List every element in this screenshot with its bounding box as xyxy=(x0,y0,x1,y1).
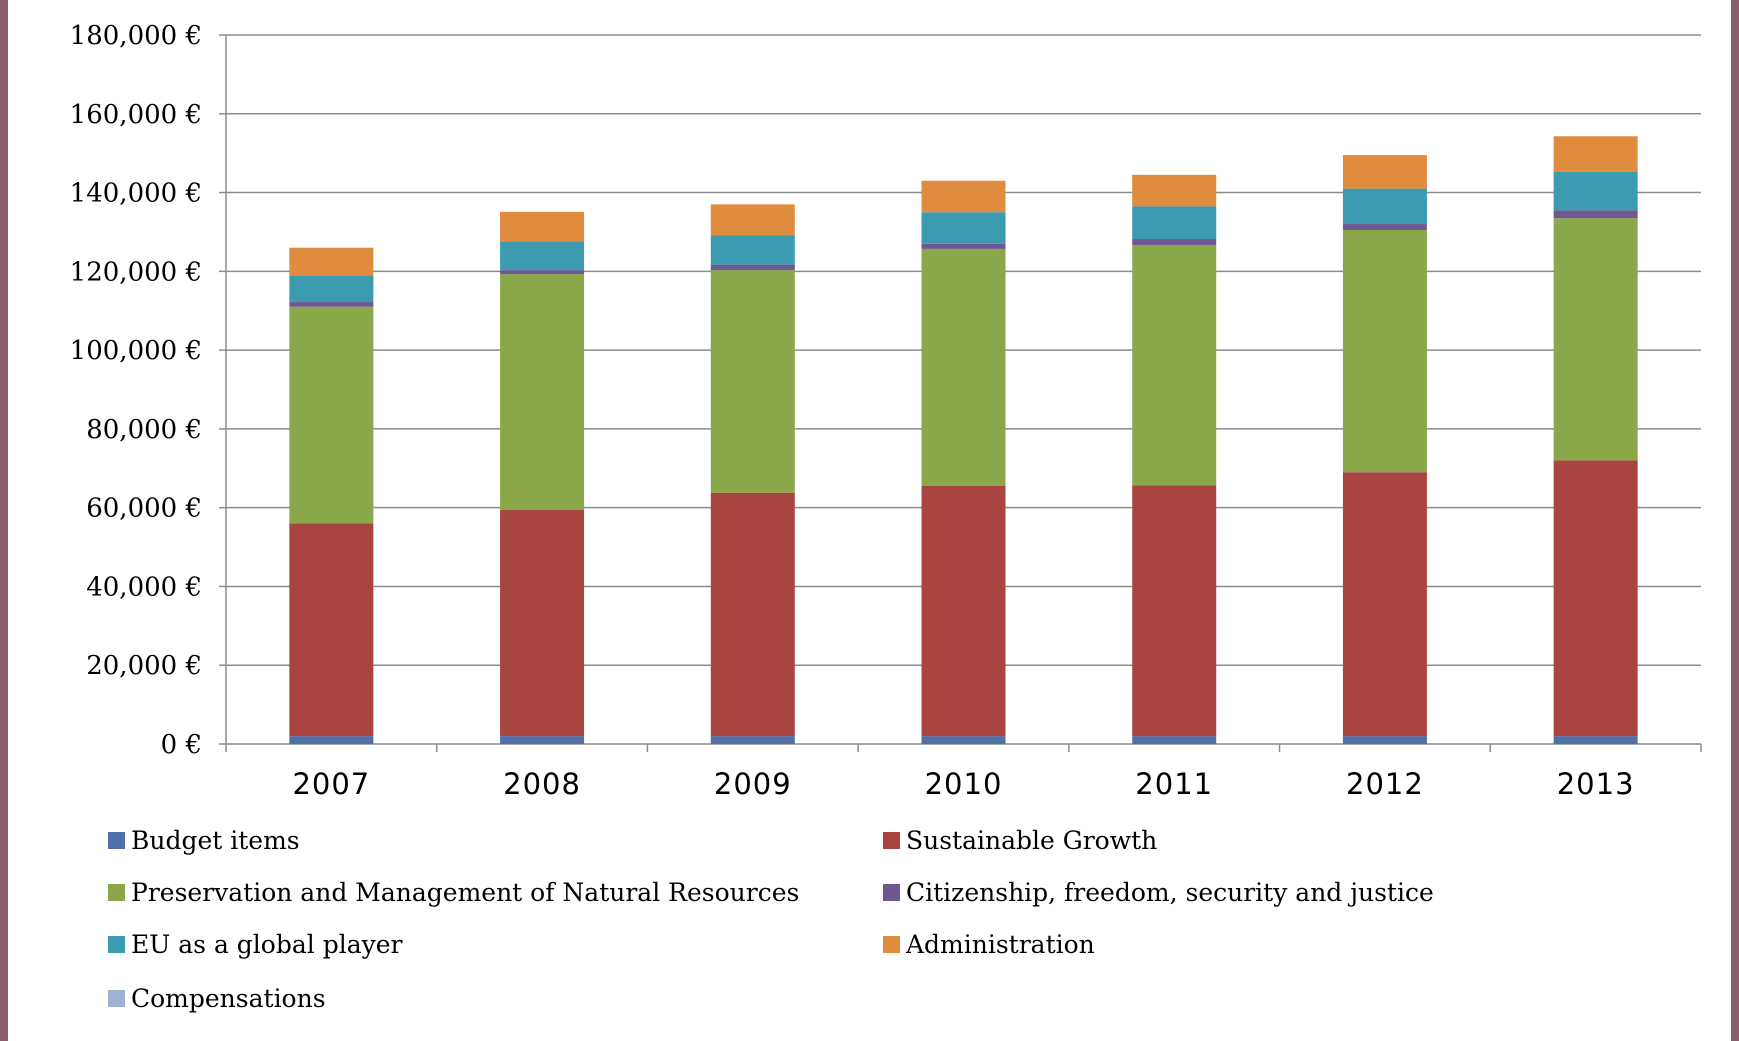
bar-segment xyxy=(1132,174,1217,207)
bar-segment xyxy=(710,204,795,236)
legend-label: EU as a global player xyxy=(131,930,403,959)
bar-segment xyxy=(1342,472,1427,737)
legend-swatch xyxy=(883,884,900,901)
legend-item: Preservation and Management of Natural R… xyxy=(108,878,799,907)
bar-segment xyxy=(1342,224,1427,230)
y-tick-label: 120,000 € xyxy=(70,257,202,287)
bar-segment xyxy=(1132,206,1217,240)
y-tick-label: 0 € xyxy=(161,730,202,760)
bar-segment xyxy=(921,486,1006,737)
bar-segment xyxy=(500,274,585,510)
legend-swatch xyxy=(108,936,125,953)
legend-swatch xyxy=(108,832,125,849)
bar-segment xyxy=(710,492,795,737)
bar-segment xyxy=(289,302,374,307)
x-tick-label: 2008 xyxy=(503,767,581,801)
bar-segment xyxy=(1553,136,1638,172)
legend-label: Administration xyxy=(906,930,1095,959)
chart-panel: 0 € 20,000 € 40,000 € 60,000 € 80,000 € 100,0… xyxy=(8,0,1731,1041)
bar-segment xyxy=(1342,229,1427,473)
bar-segment xyxy=(1553,171,1638,211)
bar-segment xyxy=(1553,460,1638,737)
legend-label: Preservation and Management of Natural R… xyxy=(131,878,800,907)
bar-segment xyxy=(500,270,585,275)
bar-segment xyxy=(500,241,585,271)
bar-segment xyxy=(710,270,795,493)
legend-item: Compensations xyxy=(108,984,326,1013)
x-tick-label: 2012 xyxy=(1346,767,1424,801)
bar-segment xyxy=(1132,244,1217,486)
legend-label: Budget items xyxy=(131,826,300,855)
legend-item: Administration xyxy=(883,930,1095,959)
legend-label: Compensations xyxy=(131,984,326,1013)
x-tick-label: 2011 xyxy=(1135,767,1213,801)
bar-segment xyxy=(1132,736,1217,744)
bar-segment xyxy=(1553,210,1638,219)
bar-segment xyxy=(921,736,1006,744)
bar-segment xyxy=(1342,736,1427,744)
bar-segment xyxy=(1342,188,1427,225)
bar-segment xyxy=(500,736,585,744)
bar-segment xyxy=(710,736,795,744)
x-tick-label: 2010 xyxy=(925,767,1003,801)
y-tick-label: 60,000 € xyxy=(86,494,202,524)
legend-swatch xyxy=(883,936,900,953)
bar-segment xyxy=(500,211,585,242)
bar-segment xyxy=(1342,155,1427,189)
legend-item: EU as a global player xyxy=(108,930,402,959)
legend-swatch xyxy=(883,832,900,849)
stacked-bar-chart: 0 € 20,000 € 40,000 € 60,000 € 80,000 € 100,0… xyxy=(70,21,1702,801)
bar-segment xyxy=(710,235,795,265)
bar-segment xyxy=(1132,485,1217,737)
legend-item: Budget items xyxy=(108,826,300,855)
bar-segment xyxy=(289,523,374,737)
legend-label: Sustainable Growth xyxy=(906,826,1158,855)
bar-segment xyxy=(1132,239,1217,245)
bar-segment xyxy=(1553,736,1638,744)
y-tick-label: 80,000 € xyxy=(86,415,202,445)
bar-segment xyxy=(289,247,374,276)
bar-segment xyxy=(1553,218,1638,461)
bar-segment xyxy=(710,264,795,271)
bar-segment xyxy=(921,212,1006,244)
legend-label: Citizenship, freedom, security and justi… xyxy=(906,878,1434,907)
y-tick-label: 180,000 € xyxy=(70,21,202,51)
bar-segment xyxy=(500,509,585,737)
legend: Budget items Sustainable Growth Preservati… xyxy=(108,826,1668,1036)
y-tick-label: 100,000 € xyxy=(70,336,202,366)
legend-swatch xyxy=(108,884,125,901)
bar-segment xyxy=(921,248,1006,487)
legend-swatch xyxy=(108,990,125,1007)
legend-item: Sustainable Growth xyxy=(883,826,1157,855)
y-tick-label: 40,000 € xyxy=(86,572,202,602)
bar-segment xyxy=(289,306,374,524)
y-tick-label: 20,000 € xyxy=(86,651,202,681)
bar-segment xyxy=(921,180,1006,213)
legend-item: Citizenship, freedom, security and justi… xyxy=(883,878,1434,907)
y-tick-label: 140,000 € xyxy=(70,179,202,209)
x-tick-label: 2013 xyxy=(1557,767,1635,801)
y-tick-label: 160,000 € xyxy=(70,100,202,130)
bar-segment xyxy=(921,243,1006,249)
bar-segment xyxy=(289,736,374,744)
bar-segment xyxy=(289,275,374,303)
x-tick-label: 2009 xyxy=(714,767,792,801)
x-tick-label: 2007 xyxy=(292,767,370,801)
